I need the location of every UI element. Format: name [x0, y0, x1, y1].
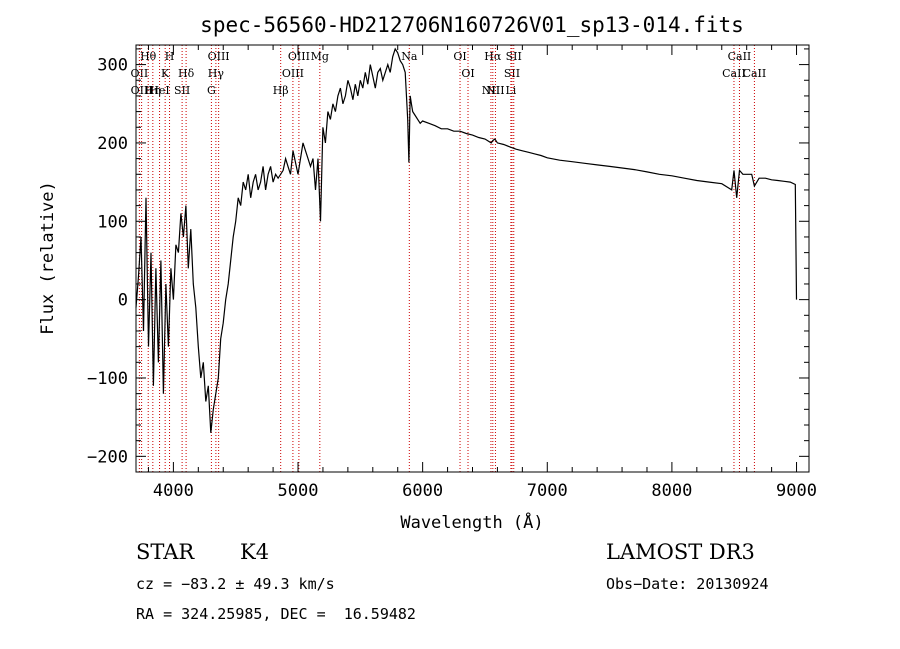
line-marker-label: CaII [743, 67, 767, 80]
y-tick-label: 200 [97, 134, 128, 154]
y-tick-label: −200 [87, 447, 128, 467]
axis-ticks [136, 45, 809, 472]
line-marker-label: K [161, 67, 170, 80]
survey-name: LAMOST DR3 [606, 540, 755, 564]
object-class: STAR [136, 540, 195, 564]
line-marker-label: OI [453, 50, 466, 63]
line-marker-label: NII [482, 84, 500, 97]
tick-labels: 4000 5000 6000 7000 8000 9000 −200 −100 0 100 200 3… [87, 56, 817, 501]
spectral-subclass: K4 [240, 540, 270, 564]
line-marker-label: H [165, 50, 175, 63]
line-marker-label: HeI [149, 84, 169, 97]
y-tick-label: −100 [87, 369, 128, 389]
plot-frame [135, 44, 810, 473]
y-tick-label: 0 [118, 291, 128, 311]
x-tick-label: 5000 [278, 481, 319, 501]
y-axis-label: Flux (relative) [38, 181, 58, 335]
y-tick-label: 100 [97, 212, 128, 232]
spectrum-line [135, 47, 798, 433]
line-marker-label: Hδ [178, 67, 195, 80]
line-marker-label: OIII [208, 50, 230, 63]
line-marker-label: Na [401, 50, 418, 63]
line-marker-label: SII [506, 50, 522, 63]
line-marker-label: SII [174, 84, 190, 97]
observation-date: Obs−Date: 20130924 [606, 575, 769, 593]
line-marker-label: CaII [722, 67, 746, 80]
line-marker-label: Hα [484, 50, 502, 63]
line-marker-label: OI [461, 67, 474, 80]
line-marker-label: SII [504, 67, 520, 80]
x-tick-label: 7000 [527, 481, 568, 501]
chart-title: spec-56560-HD212706N160726V01_sp13-014.f… [200, 13, 744, 37]
line-marker-label: OIII [288, 50, 310, 63]
line-marker-label: Hβ [273, 84, 289, 97]
line-marker-label: G [207, 84, 216, 97]
series-layer [135, 47, 798, 433]
redshift-value: cz = −83.2 ± 49.3 km/s [136, 575, 335, 593]
line-marker-label: Hγ [208, 67, 225, 80]
x-tick-label: 8000 [651, 481, 692, 501]
coordinates: RA = 324.25985, DEC = 16.59482 [136, 605, 416, 623]
line-marker-label: Mg [311, 50, 329, 63]
line-marker-label: CaII [728, 50, 752, 63]
line-marker-label: Hη [145, 84, 161, 97]
y-tick-label: 300 [97, 56, 128, 76]
x-axis-label: Wavelength (Å) [400, 511, 543, 533]
x-tick-label: 4000 [153, 481, 194, 501]
line-marker-label: OIII [282, 67, 304, 80]
line-markers: HθOIIOIIIKHeIHηHHδSIIOIIIHγGOIIIOIIIHβMg… [131, 45, 767, 472]
line-marker-label: Hθ [140, 50, 157, 63]
line-marker-label: Li [505, 84, 516, 97]
x-tick-label: 9000 [776, 481, 817, 501]
line-marker-label: OII [131, 67, 149, 80]
x-tick-label: 6000 [402, 481, 443, 501]
